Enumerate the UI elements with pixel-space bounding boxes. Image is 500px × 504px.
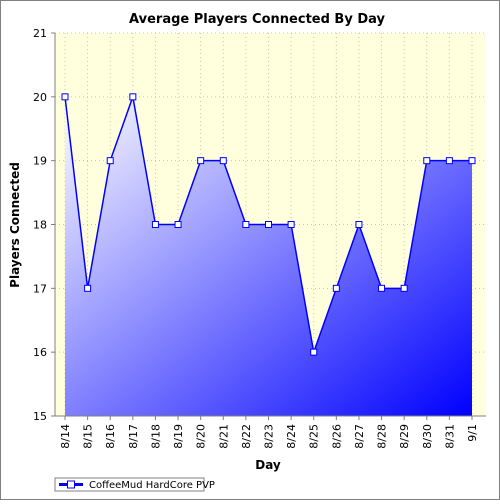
data-point [84, 284, 92, 292]
data-point [197, 157, 205, 165]
x-tick-label: 8/29 [398, 424, 411, 449]
x-tick-labels: 8/14 8/15 8/16 8/17 8/18 8/19 8/20 8/21 8/22 8/23… [59, 416, 479, 449]
x-tick-label: 8/30 [421, 424, 434, 449]
x-tick-label: 8/28 [376, 424, 389, 449]
y-tick-label: 15 [33, 410, 47, 423]
data-point [445, 157, 453, 165]
y-tick-label: 16 [33, 346, 47, 359]
y-tick-label: 20 [33, 91, 47, 104]
data-point [265, 221, 272, 228]
data-point [106, 157, 114, 165]
legend: CoffeeMud HardCore PVP [54, 477, 215, 492]
data-point [378, 284, 386, 292]
x-tick-label: 8/25 [308, 424, 321, 449]
x-tick-label: 8/31 [443, 424, 456, 449]
x-tick-label: 8/22 [240, 424, 253, 449]
y-tick-label: 18 [33, 219, 47, 232]
x-axis-label: Day [255, 458, 281, 472]
x-tick-label: 8/23 [263, 424, 276, 449]
data-point [129, 93, 137, 101]
data-points [61, 93, 476, 356]
data-point [174, 221, 182, 228]
series-area [65, 96, 472, 416]
legend-marker-swatch [67, 480, 75, 489]
y-axis-label: Players Connected [8, 162, 22, 288]
x-tick-label: 9/1 [466, 424, 479, 442]
data-point [423, 157, 431, 165]
data-point [242, 221, 250, 228]
data-point [151, 221, 159, 228]
x-tick-label: 8/17 [127, 424, 140, 449]
x-tick-label: 8/24 [285, 424, 298, 449]
y-tick-labels: 15 16 17 18 19 20 21 [33, 27, 55, 423]
x-tick-label: 8/19 [172, 424, 185, 449]
y-tick-label: 19 [33, 155, 47, 168]
data-point [310, 348, 318, 356]
data-point [468, 157, 476, 165]
x-tick-label: 8/27 [353, 424, 366, 449]
x-tick-label: 8/16 [104, 424, 117, 449]
x-tick-label: 8/18 [149, 424, 162, 449]
x-tick-label: 8/20 [195, 424, 208, 449]
data-point [355, 221, 363, 228]
x-tick-label: 8/26 [330, 424, 343, 449]
y-tick-label: 21 [33, 27, 47, 40]
x-tick-label: 8/15 [82, 424, 95, 449]
x-tick-label: 8/21 [217, 424, 230, 449]
chart-title: Average Players Connected By Day [129, 12, 385, 27]
y-tick-label: 17 [33, 282, 47, 295]
x-tick-label: 8/14 [59, 424, 72, 449]
data-point [332, 284, 340, 292]
data-point [400, 284, 408, 292]
data-point [219, 157, 227, 165]
legend-entry-label: CoffeeMud HardCore PVP [89, 480, 215, 491]
data-point [61, 93, 69, 101]
legend-box [54, 477, 205, 492]
data-point [287, 221, 295, 228]
